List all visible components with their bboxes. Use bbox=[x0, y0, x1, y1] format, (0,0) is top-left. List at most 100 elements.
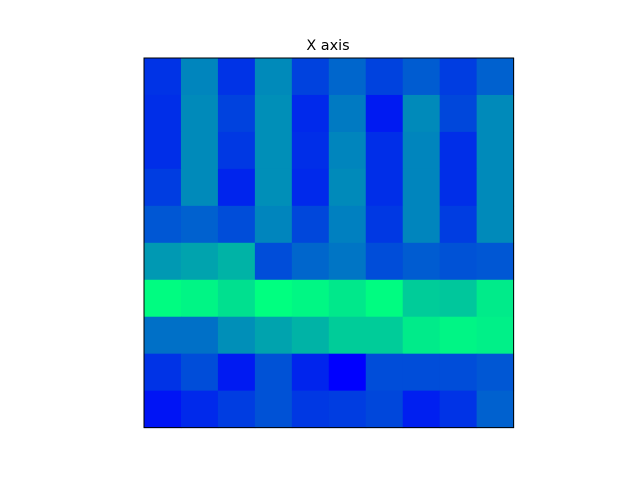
heatmap-cell-r1-c4 bbox=[292, 95, 329, 132]
chart-title: X axis bbox=[306, 38, 349, 54]
heatmap-cell-r4-c3 bbox=[255, 206, 292, 243]
heatmap-cell-r5-c2 bbox=[218, 243, 255, 280]
heatmap-cell-r0-c1 bbox=[181, 58, 218, 95]
heatmap-cell-r7-c6 bbox=[366, 317, 403, 354]
heatmap-cell-r5-c8 bbox=[440, 243, 477, 280]
heatmap-cell-r4-c8 bbox=[440, 206, 477, 243]
heatmap-cell-r9-c9 bbox=[477, 391, 514, 428]
heatmap-cell-r4-c5 bbox=[329, 206, 366, 243]
heatmap-cell-r5-c9 bbox=[477, 243, 514, 280]
heatmap-cell-r9-c6 bbox=[366, 391, 403, 428]
heatmap-cell-r9-c3 bbox=[255, 391, 292, 428]
heatmap-cell-r1-c7 bbox=[403, 95, 440, 132]
heatmap-cell-r5-c6 bbox=[366, 243, 403, 280]
heatmap-cell-r3-c8 bbox=[440, 169, 477, 206]
heatmap-cell-r8-c0 bbox=[144, 354, 181, 391]
heatmap-cell-r3-c4 bbox=[292, 169, 329, 206]
heatmap-cell-r5-c3 bbox=[255, 243, 292, 280]
heatmap-cell-r5-c0 bbox=[144, 243, 181, 280]
heatmap-cell-r9-c0 bbox=[144, 391, 181, 428]
heatmap-cell-r8-c6 bbox=[366, 354, 403, 391]
heatmap-cell-r6-c2 bbox=[218, 280, 255, 317]
heatmap-cell-r8-c8 bbox=[440, 354, 477, 391]
heatmap-cell-r1-c8 bbox=[440, 95, 477, 132]
heatmap-cell-r0-c2 bbox=[218, 58, 255, 95]
heatmap-cell-r7-c7 bbox=[403, 317, 440, 354]
heatmap-cell-r2-c4 bbox=[292, 132, 329, 169]
heatmap-cell-r7-c5 bbox=[329, 317, 366, 354]
heatmap-cell-r6-c3 bbox=[255, 280, 292, 317]
heatmap-cell-r7-c1 bbox=[181, 317, 218, 354]
heatmap-cell-r7-c0 bbox=[144, 317, 181, 354]
heatmap-cells bbox=[144, 58, 514, 428]
heatmap-cell-r9-c4 bbox=[292, 391, 329, 428]
heatmap-cell-r1-c0 bbox=[144, 95, 181, 132]
heatmap-cell-r9-c1 bbox=[181, 391, 218, 428]
heatmap-cell-r1-c1 bbox=[181, 95, 218, 132]
heatmap-cell-r7-c9 bbox=[477, 317, 514, 354]
heatmap-cell-r1-c5 bbox=[329, 95, 366, 132]
heatmap-cell-r9-c2 bbox=[218, 391, 255, 428]
heatmap-cell-r3-c2 bbox=[218, 169, 255, 206]
heatmap-cell-r6-c8 bbox=[440, 280, 477, 317]
heatmap-cell-r2-c0 bbox=[144, 132, 181, 169]
heatmap-cell-r3-c7 bbox=[403, 169, 440, 206]
heatmap-cell-r4-c6 bbox=[366, 206, 403, 243]
heatmap-cell-r2-c7 bbox=[403, 132, 440, 169]
heatmap-cell-r8-c3 bbox=[255, 354, 292, 391]
heatmap-cell-r1-c2 bbox=[218, 95, 255, 132]
heatmap-cell-r4-c7 bbox=[403, 206, 440, 243]
heatmap-cell-r2-c8 bbox=[440, 132, 477, 169]
heatmap-cell-r0-c3 bbox=[255, 58, 292, 95]
heatmap-cell-r5-c5 bbox=[329, 243, 366, 280]
heatmap-cell-r2-c6 bbox=[366, 132, 403, 169]
heatmap-cell-r3-c0 bbox=[144, 169, 181, 206]
heatmap-cell-r8-c9 bbox=[477, 354, 514, 391]
heatmap-cell-r0-c5 bbox=[329, 58, 366, 95]
heatmap-cell-r9-c5 bbox=[329, 391, 366, 428]
heatmap-cell-r6-c5 bbox=[329, 280, 366, 317]
heatmap-cell-r4-c0 bbox=[144, 206, 181, 243]
heatmap-cell-r3-c9 bbox=[477, 169, 514, 206]
heatmap-cell-r2-c5 bbox=[329, 132, 366, 169]
heatmap-cell-r8-c5 bbox=[329, 354, 366, 391]
heatmap-cell-r4-c4 bbox=[292, 206, 329, 243]
heatmap-cell-r5-c7 bbox=[403, 243, 440, 280]
heatmap-cell-r5-c4 bbox=[292, 243, 329, 280]
heatmap-cell-r5-c1 bbox=[181, 243, 218, 280]
heatmap-cell-r6-c1 bbox=[181, 280, 218, 317]
heatmap-cell-r2-c9 bbox=[477, 132, 514, 169]
heatmap-cell-r3-c5 bbox=[329, 169, 366, 206]
heatmap-cell-r4-c2 bbox=[218, 206, 255, 243]
heatmap-cell-r4-c1 bbox=[181, 206, 218, 243]
heatmap-cell-r1-c9 bbox=[477, 95, 514, 132]
heatmap-cell-r8-c4 bbox=[292, 354, 329, 391]
heatmap-cell-r3-c6 bbox=[366, 169, 403, 206]
heatmap-cell-r4-c9 bbox=[477, 206, 514, 243]
heatmap-cell-r9-c7 bbox=[403, 391, 440, 428]
heatmap-cell-r0-c7 bbox=[403, 58, 440, 95]
heatmap-cell-r2-c3 bbox=[255, 132, 292, 169]
heatmap-cell-r0-c4 bbox=[292, 58, 329, 95]
heatmap-cell-r6-c6 bbox=[366, 280, 403, 317]
heatmap-cell-r8-c7 bbox=[403, 354, 440, 391]
heatmap-cell-r2-c2 bbox=[218, 132, 255, 169]
heatmap-cell-r2-c1 bbox=[181, 132, 218, 169]
heatmap-cell-r6-c0 bbox=[144, 280, 181, 317]
heatmap-cell-r6-c9 bbox=[477, 280, 514, 317]
heatmap-cell-r7-c2 bbox=[218, 317, 255, 354]
heatmap-cell-r0-c9 bbox=[477, 58, 514, 95]
heatmap-cell-r0-c8 bbox=[440, 58, 477, 95]
heatmap-cell-r1-c3 bbox=[255, 95, 292, 132]
heatmap-cell-r6-c4 bbox=[292, 280, 329, 317]
heatmap-cell-r7-c8 bbox=[440, 317, 477, 354]
heatmap-cell-r9-c8 bbox=[440, 391, 477, 428]
heatmap-cell-r1-c6 bbox=[366, 95, 403, 132]
heatmap-cell-r7-c4 bbox=[292, 317, 329, 354]
heatmap-cell-r6-c7 bbox=[403, 280, 440, 317]
heatmap-cell-r8-c2 bbox=[218, 354, 255, 391]
heatmap-cell-r0-c6 bbox=[366, 58, 403, 95]
heatmap-cell-r7-c3 bbox=[255, 317, 292, 354]
heatmap-cell-r3-c3 bbox=[255, 169, 292, 206]
